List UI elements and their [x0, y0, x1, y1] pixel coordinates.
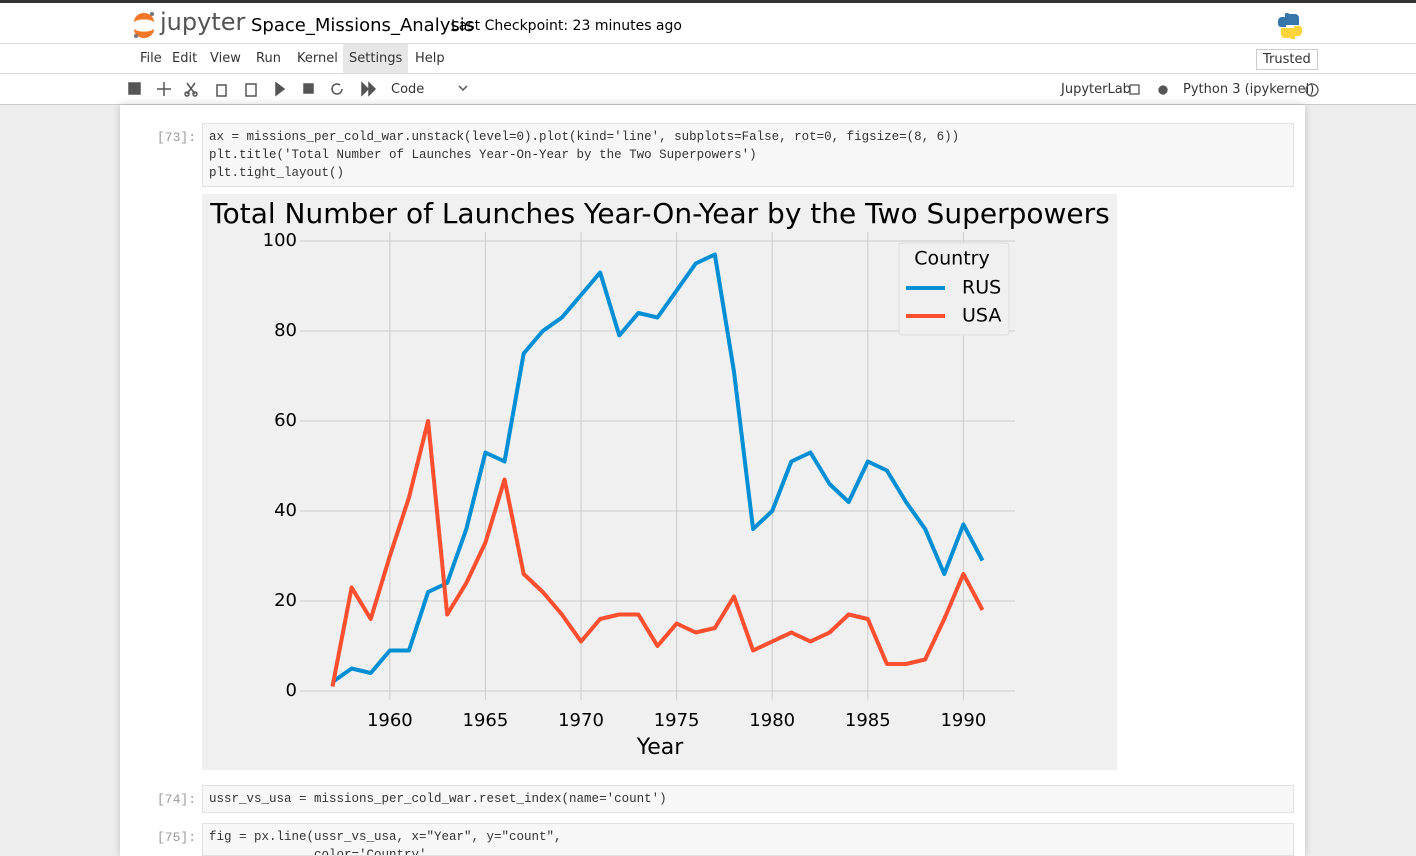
- code-line: color='Country',: [209, 848, 435, 856]
- jupyterlab-link[interactable]: JupyterLab: [1061, 82, 1131, 97]
- code-line: fig = px.line(ussr_vs_usa, x="Year", y="…: [209, 830, 562, 844]
- code-input[interactable]: ussr_vs_usa = missions_per_cold_war.rese…: [202, 785, 1294, 813]
- menu-item[interactable]: Help: [415, 51, 445, 66]
- figure: Total Number of Launches Year-On-Year by…: [202, 194, 1117, 770]
- toolbar-icons[interactable]: [126, 80, 476, 100]
- menu-item[interactable]: View: [210, 51, 241, 66]
- series-line: [330, 419, 985, 687]
- x-axis-label: Year: [636, 735, 685, 760]
- cell-prompt: [75]:: [156, 830, 196, 845]
- top-bar: jupyter Space_Missions_Analysis Last Che…: [0, 0, 1416, 44]
- legend-box: [898, 242, 1010, 336]
- code-line: plt.tight_layout(): [209, 166, 345, 180]
- checkpoint: Last Checkpoint: 23 minutes ago: [451, 18, 682, 34]
- jupyter-logo-icon[interactable]: [130, 10, 158, 40]
- menu-item[interactable]: Kernel: [297, 51, 338, 66]
- kernel-icons: [1129, 83, 1319, 97]
- code-line: ussr_vs_usa = missions_per_cold_war.rese…: [209, 792, 667, 806]
- legend-label: USA: [962, 305, 1001, 327]
- toolbar: Code JupyterLab Python 3 (ipykernel): [0, 74, 1416, 105]
- x-tick-label: 1990: [940, 710, 986, 731]
- y-tick-label: 40: [274, 500, 297, 521]
- trusted-indicator[interactable]: Trusted: [1256, 49, 1318, 70]
- menu-item[interactable]: Settings: [343, 44, 409, 73]
- x-tick-label: 1980: [749, 710, 795, 731]
- menu-bar: File Edit View Run Kernel Settings Help: [0, 44, 1416, 74]
- y-tick-label: 100: [263, 230, 297, 251]
- menu-item[interactable]: Run: [256, 51, 281, 66]
- legend-label: RUS: [962, 277, 1001, 299]
- code-line: plt.title('Total Number of Launches Year…: [209, 148, 757, 162]
- y-tick-label: 20: [274, 590, 297, 611]
- x-tick-label: 1975: [654, 710, 700, 731]
- code-line: ax = missions_per_cold_war.unstack(level…: [209, 130, 960, 144]
- x-tick-label: 1985: [845, 710, 891, 731]
- cell-prompt: [73]:: [156, 130, 196, 145]
- x-tick-label: 1960: [367, 710, 413, 731]
- menu-item[interactable]: Edit: [172, 51, 198, 66]
- x-tick-label: 1970: [558, 710, 604, 731]
- x-tick-label: 1965: [463, 710, 509, 731]
- code-input[interactable]: ax = missions_per_cold_war.unstack(level…: [202, 123, 1294, 187]
- jupyter-logo[interactable]: jupyter: [160, 8, 246, 36]
- series-line: [331, 252, 985, 684]
- kernel-name[interactable]: Python 3 (ipykernel): [1183, 82, 1315, 97]
- y-tick-label: 0: [286, 680, 297, 701]
- python-logo: [1278, 13, 1302, 39]
- cell-type-select[interactable]: Code: [391, 82, 425, 97]
- chart-title: Total Number of Launches Year-On-Year by…: [209, 197, 1109, 230]
- y-tick-label: 60: [274, 410, 297, 431]
- cell-prompt: [74]:: [156, 792, 196, 807]
- chart: Total Number of Launches Year-On-Year by…: [209, 197, 1109, 760]
- legend-title: Country: [914, 248, 989, 270]
- menu-item[interactable]: File: [140, 51, 162, 66]
- y-tick-label: 80: [274, 320, 297, 341]
- code-input[interactable]: fig = px.line(ussr_vs_usa, x="Year", y="…: [202, 823, 1294, 856]
- notebook-name[interactable]: Space_Missions_Analysis: [251, 15, 475, 36]
